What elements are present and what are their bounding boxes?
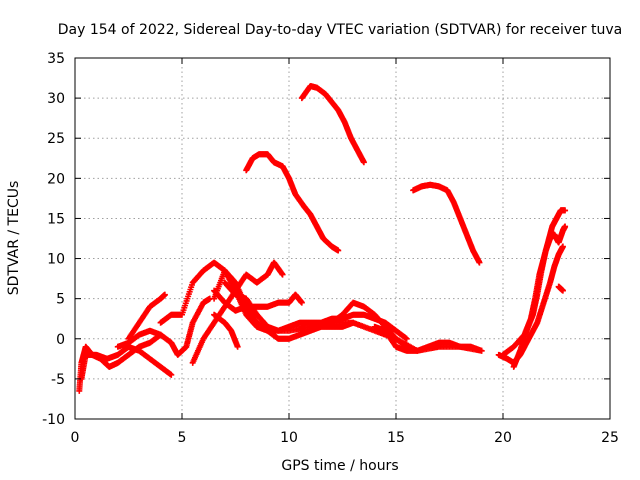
y-tick-label: 0 xyxy=(56,332,65,348)
data-point xyxy=(335,247,342,254)
data-point xyxy=(559,243,566,250)
y-axis-ticks: -10 -5 0 5 10 15 20 25 30 35 xyxy=(42,51,610,428)
data-point xyxy=(157,331,164,338)
y-tick-label: 30 xyxy=(47,91,65,107)
data-points xyxy=(76,83,569,394)
series-arc-r xyxy=(510,223,569,370)
x-tick-label: 10 xyxy=(280,430,298,446)
y-tick-label: 15 xyxy=(47,211,65,227)
x-axis-ticks: 0 5 10 15 20 25 xyxy=(71,58,619,446)
series-arc-i xyxy=(211,287,305,314)
series-arc-b xyxy=(78,343,175,382)
chart-title: Day 154 of 2022, Sidereal Day-to-day VTE… xyxy=(58,22,622,38)
series-arc-e xyxy=(157,259,485,354)
data-point xyxy=(478,347,485,354)
series-arc-o xyxy=(410,181,483,266)
data-point xyxy=(562,223,569,230)
data-point xyxy=(360,159,367,166)
data-point xyxy=(350,319,357,326)
data-point xyxy=(403,335,410,342)
y-tick-label: 5 xyxy=(56,292,65,308)
series-arc-p xyxy=(495,243,566,366)
data-point xyxy=(476,259,483,266)
y-tick-label: 10 xyxy=(47,252,65,268)
x-tick-label: 5 xyxy=(178,430,187,446)
data-point xyxy=(298,299,305,306)
data-point xyxy=(161,291,168,298)
series-arc-h xyxy=(211,311,241,350)
y-axis-label: SDTVAR / TECUs xyxy=(6,181,22,296)
y-tick-label: 25 xyxy=(47,131,65,147)
x-tick-label: 15 xyxy=(387,430,405,446)
series-arc-m xyxy=(243,151,342,254)
series-arc-d xyxy=(114,327,164,350)
data-point xyxy=(234,343,241,350)
series-arc-s xyxy=(555,283,566,294)
series-arc-c xyxy=(125,291,168,342)
series-arc-l xyxy=(371,323,485,354)
plot-frame xyxy=(74,57,611,420)
y-tick-label: 20 xyxy=(47,171,65,187)
y-tick-label: -10 xyxy=(42,412,65,428)
data-point xyxy=(279,271,286,278)
x-tick-label: 0 xyxy=(71,430,80,446)
series-arc-k xyxy=(328,299,421,354)
data-point xyxy=(559,287,566,294)
series-arc-n xyxy=(298,83,367,166)
series-arc-q xyxy=(500,207,569,358)
data-point xyxy=(168,371,175,378)
x-tick-label: 20 xyxy=(494,430,512,446)
x-tick-label: 25 xyxy=(601,430,619,446)
x-axis-label: GPS time / hours xyxy=(281,458,398,474)
data-point xyxy=(562,207,569,214)
y-tick-label: 35 xyxy=(47,51,65,67)
y-tick-label: -5 xyxy=(51,372,65,388)
